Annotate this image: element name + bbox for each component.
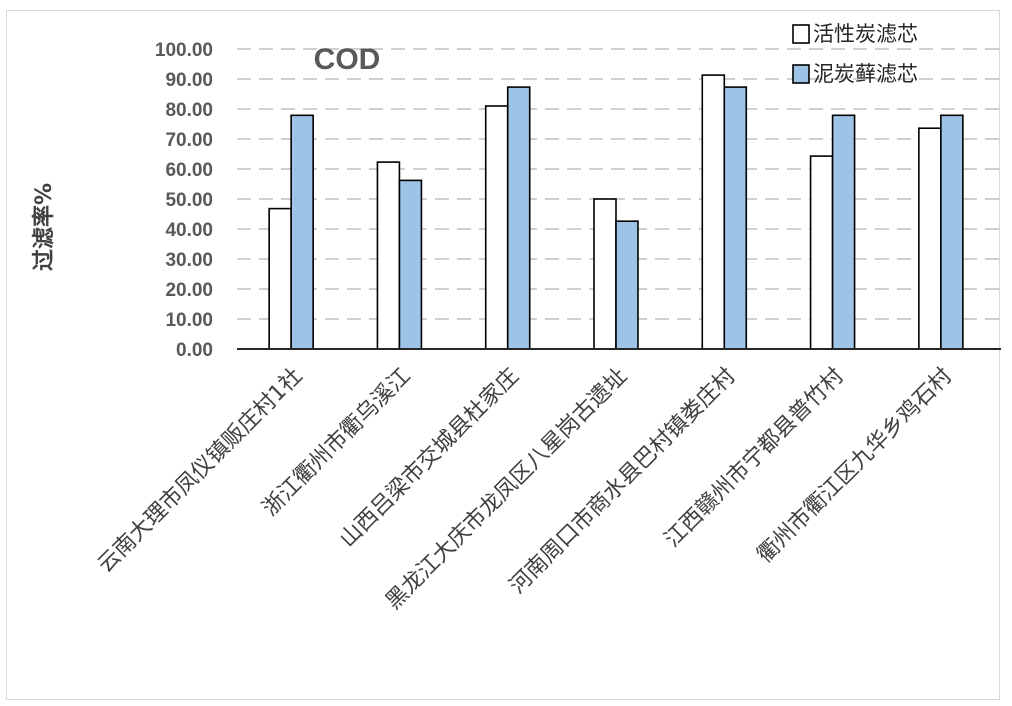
bar-activated-carbon xyxy=(484,105,509,350)
x-category-label: 河南周口市商水县巴村镇娄庄村 xyxy=(505,364,740,599)
bars xyxy=(268,74,964,350)
y-tick-label: 30.00 xyxy=(165,250,213,271)
bar-peat-moss xyxy=(398,179,423,350)
y-tick-label: 60.00 xyxy=(165,160,213,181)
legend-swatch xyxy=(792,64,810,84)
bar-chart: 0.00 10.00 20.00 30.00 40.00 50.00 60.00 70.00 8… xyxy=(31,22,1001,615)
bar-activated-carbon xyxy=(593,198,617,350)
y-tick-label: 0.00 xyxy=(176,340,213,361)
y-tick-label: 70.00 xyxy=(165,130,213,151)
y-tick-label: 50.00 xyxy=(165,190,213,211)
legend-swatch xyxy=(792,24,810,44)
x-category-label: 云南大理市凤仪镇贩庄村1社 xyxy=(93,364,307,578)
y-axis-ticks: 0.00 10.00 20.00 30.00 40.00 50.00 60.00 70.00 8… xyxy=(155,40,213,361)
x-axis-labels: 云南大理市凤仪镇贩庄村1社浙江衢州市衢乌溪江山西吕梁市交城县杜家庄黑龙江大庆市龙… xyxy=(93,364,957,615)
bar-activated-carbon xyxy=(376,161,401,350)
chart-title: COD xyxy=(314,43,381,76)
y-axis-title: 过滤率% xyxy=(31,183,57,271)
chart-frame: 0.00 10.00 20.00 30.00 40.00 50.00 60.00 70.00 8… xyxy=(6,10,1001,700)
x-category-label: 山西吕梁市交城县杜家庄 xyxy=(335,364,524,553)
bar-activated-carbon xyxy=(809,155,834,350)
bar-peat-moss xyxy=(506,86,531,350)
bar-peat-moss xyxy=(615,220,639,350)
bar-peat-moss xyxy=(831,114,856,350)
legend-label: 泥炭藓滤芯 xyxy=(813,62,918,86)
y-tick-label: 80.00 xyxy=(165,100,213,121)
bar-peat-moss xyxy=(723,86,748,350)
y-tick-label: 10.00 xyxy=(165,310,213,331)
y-tick-label: 20.00 xyxy=(165,280,213,301)
bar-activated-carbon xyxy=(268,207,292,350)
bar-activated-carbon xyxy=(918,127,942,350)
y-tick-label: 100.00 xyxy=(155,40,213,61)
legend-label: 活性炭滤芯 xyxy=(813,22,918,46)
bar-peat-moss xyxy=(940,114,964,350)
y-tick-label: 40.00 xyxy=(165,220,213,241)
x-category-label: 衢州市衢江区九华乡鸡石村 xyxy=(753,364,957,568)
x-category-label: 黑龙江大庆市龙凤区八星岗古遗址 xyxy=(381,364,632,615)
y-tick-label: 90.00 xyxy=(165,70,213,91)
bar-activated-carbon xyxy=(701,74,726,350)
bar-peat-moss xyxy=(290,114,314,350)
x-category-label: 江西赣州市宁都县普竹村 xyxy=(660,364,849,553)
